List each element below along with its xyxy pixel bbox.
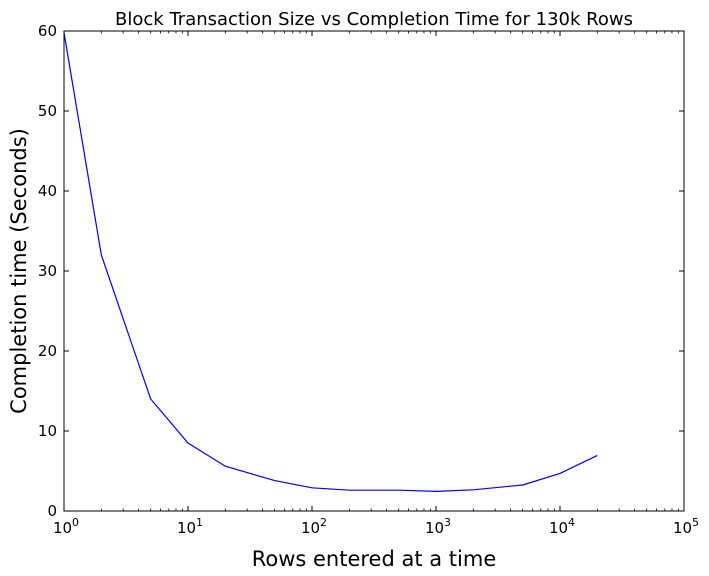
x-tick-label: 100 — [53, 516, 79, 537]
plot-area: 100 101 102 103 104 105 0 10 20 30 40 50 60 — [38, 22, 699, 537]
series-line — [63, 32, 598, 493]
chart-title: Block Transaction Size vs Completion Tim… — [115, 9, 633, 30]
y-tick-label: 10 — [38, 422, 57, 440]
x-axis-label: Rows entered at a time — [252, 547, 497, 571]
y-tick-label: 50 — [38, 102, 57, 120]
y-tick-label: 20 — [38, 342, 57, 360]
y-tick-label: 30 — [38, 262, 57, 280]
y-tick-label: 40 — [38, 182, 57, 200]
x-tick-label: 101 — [177, 516, 203, 537]
y-tick-label: 60 — [38, 22, 57, 40]
y-tick-label: 0 — [47, 502, 57, 520]
x-tick-label: 105 — [673, 516, 699, 537]
x-tick-label: 104 — [549, 516, 575, 537]
x-tick-label: 103 — [425, 516, 451, 537]
y-axis-label: Completion time (Seconds) — [7, 128, 31, 414]
x-tick-label: 102 — [301, 516, 327, 537]
plot-frame — [63, 30, 685, 512]
